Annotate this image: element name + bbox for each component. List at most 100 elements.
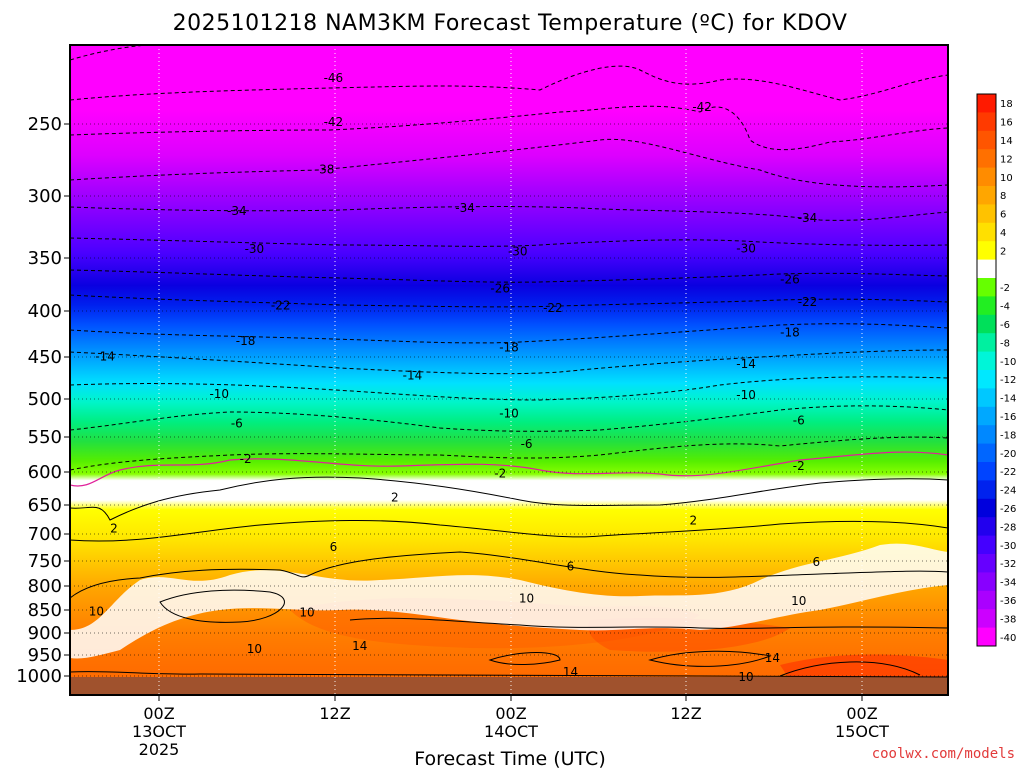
warm-pocket bbox=[780, 654, 948, 680]
time-tick-label: 12Z bbox=[319, 704, 350, 723]
pressure-tick-label: 750 bbox=[28, 551, 62, 572]
isotherm-label: -6 bbox=[521, 437, 533, 451]
isotherm-labels: -46-42-42-38-34 -34-34-30 -30 -30-26-26-22-… bbox=[89, 71, 820, 684]
freezing-isotherm bbox=[70, 451, 948, 487]
isotherm-label: -26 bbox=[780, 272, 800, 286]
contour-line-dashed bbox=[70, 349, 948, 375]
pressure-tick-label: 550 bbox=[28, 427, 62, 448]
isotherm-label: 10 bbox=[299, 606, 314, 620]
pressure-tick-label: 450 bbox=[28, 347, 62, 368]
time-grid bbox=[158, 45, 863, 695]
contour-line-dashed bbox=[70, 65, 948, 101]
pressure-tick-label: 950 bbox=[28, 645, 62, 666]
pressure-tick-label: 250 bbox=[28, 114, 62, 135]
isotherm-label: -14 bbox=[95, 350, 115, 364]
colorbar-swatch bbox=[977, 498, 996, 518]
colorbar-label: 12 bbox=[1000, 154, 1013, 165]
contour-line-dashed bbox=[70, 323, 948, 344]
colorbar-swatch bbox=[977, 204, 996, 224]
x-axis-title: Forecast Time (UTC) bbox=[414, 748, 605, 768]
contour-line-solid bbox=[159, 589, 285, 623]
plot-area: -46-42-42-38-34 -34-34-30 -30 -30-26-26-22-… bbox=[70, 45, 948, 695]
contour-line-solid bbox=[779, 661, 921, 677]
colorbar-swatch bbox=[977, 351, 996, 371]
pressure-tick-label: 300 bbox=[28, 186, 62, 207]
colorbar-swatch bbox=[977, 388, 996, 408]
isotherm-label: -14 bbox=[403, 369, 423, 383]
isotherm-label: -34 bbox=[227, 204, 247, 218]
isotherm-label: -42 bbox=[692, 100, 712, 114]
colorbar-label: 14 bbox=[1000, 136, 1013, 147]
colorbar-label: 16 bbox=[1000, 118, 1013, 129]
isotherm-label: 14 bbox=[352, 639, 367, 653]
colorbar-swatch bbox=[977, 627, 996, 647]
time-tick-label: 12Z bbox=[670, 704, 701, 723]
contour-line-dashed bbox=[70, 237, 948, 247]
isotherm-label: 6 bbox=[567, 559, 575, 573]
colorbar-label: -34 bbox=[1000, 578, 1016, 589]
colorbar-label: 2 bbox=[1000, 246, 1006, 257]
chart-title: 2025101218 NAM3KM Forecast Temperature (… bbox=[173, 11, 848, 36]
colorbar-swatch bbox=[977, 259, 996, 279]
colorbar-label: 18 bbox=[1000, 99, 1013, 110]
colorbar-swatch bbox=[977, 370, 996, 389]
colorbar-swatch bbox=[977, 480, 996, 500]
colorbar-swatch bbox=[977, 222, 996, 242]
colorbar-swatch bbox=[977, 572, 996, 592]
colorbar-label: -8 bbox=[1000, 338, 1010, 349]
isotherm-label: -10 bbox=[499, 406, 519, 420]
pressure-tick-label: 850 bbox=[28, 600, 62, 621]
isotherm-label: 2 bbox=[690, 513, 698, 527]
colorbar-label: -20 bbox=[1000, 449, 1016, 460]
pressure-tick-label: 650 bbox=[28, 495, 62, 516]
isotherm-label: 10 bbox=[247, 642, 262, 656]
isotherm-label: 10 bbox=[738, 670, 753, 684]
colorbar-swatch bbox=[977, 406, 996, 426]
contour-line-dashed bbox=[70, 269, 948, 283]
pressure-tick-label: 500 bbox=[28, 389, 62, 410]
time-tick-label: 00Z bbox=[143, 704, 174, 723]
colorbar-swatch bbox=[977, 590, 996, 610]
isotherm-label: 10 bbox=[791, 594, 806, 608]
colorbar-label: -28 bbox=[1000, 522, 1016, 533]
contour-line-dashed bbox=[70, 405, 948, 432]
contour-line-solid bbox=[70, 476, 948, 521]
colorbar-swatch bbox=[977, 167, 996, 187]
isotherm-label: 10 bbox=[519, 592, 534, 606]
isotherm-label: -34 bbox=[455, 201, 475, 215]
colorbar-swatch bbox=[977, 296, 996, 316]
time-tick-label: 00Z bbox=[846, 704, 877, 723]
colorbar-swatch bbox=[977, 130, 996, 150]
contour-line-dashed bbox=[70, 105, 948, 151]
colorbar-swatch bbox=[977, 112, 996, 132]
colorbar-label: -24 bbox=[1000, 486, 1016, 497]
ground-layer bbox=[70, 677, 948, 695]
colorbar-swatch bbox=[977, 462, 996, 481]
pressure-tick-label: 700 bbox=[28, 524, 62, 545]
time-tick-label: 13OCT bbox=[132, 722, 186, 741]
colorbar-label: 10 bbox=[1000, 173, 1013, 184]
isotherm-label: -6 bbox=[793, 413, 805, 427]
isotherm-label: -30 bbox=[245, 242, 265, 256]
isotherm-label: -46 bbox=[324, 71, 344, 85]
isotherm-label: -30 bbox=[508, 245, 528, 259]
isotherm-label: 2 bbox=[110, 521, 118, 535]
colorbar-swatch bbox=[977, 517, 996, 537]
colorbar-swatch bbox=[977, 94, 996, 113]
time-tick-label: 00Z bbox=[495, 704, 526, 723]
isotherm-label: -30 bbox=[736, 242, 756, 256]
colorbar-label: -32 bbox=[1000, 559, 1016, 570]
time-tick-label: 14OCT bbox=[484, 722, 538, 741]
colorbar-label: -26 bbox=[1000, 504, 1016, 515]
isotherm-label: 10 bbox=[89, 604, 104, 618]
contour-line-dashed bbox=[70, 206, 948, 221]
isotherm-label: 14 bbox=[563, 665, 578, 679]
colorbar-swatch bbox=[977, 535, 996, 555]
time-tick-label: 2025 bbox=[139, 740, 180, 759]
contour-line-solid bbox=[70, 551, 948, 599]
contour-line-solid bbox=[648, 650, 772, 667]
pressure-tick-label: 600 bbox=[28, 462, 62, 483]
colorbar-label: -40 bbox=[1000, 633, 1016, 644]
pressure-tick-label: 1000 bbox=[16, 666, 62, 687]
